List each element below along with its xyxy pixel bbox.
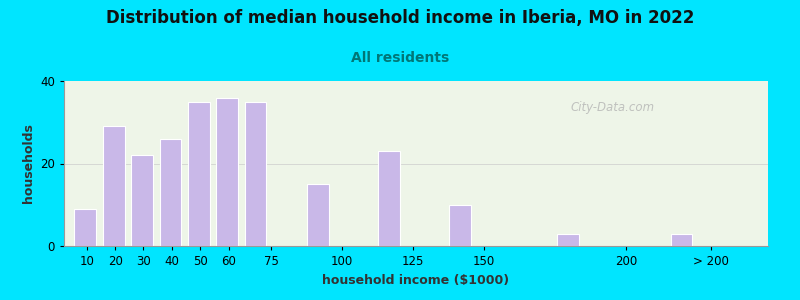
Y-axis label: households: households (22, 124, 34, 203)
Bar (216, 98, 238, 246)
Bar (103, 126, 125, 246)
Text: All residents: All residents (351, 51, 449, 65)
X-axis label: household income ($1000): household income ($1000) (322, 274, 510, 286)
Bar (449, 205, 471, 246)
Text: Distribution of median household income in Iberia, MO in 2022: Distribution of median household income … (106, 9, 694, 27)
Bar (245, 102, 266, 246)
Bar (188, 102, 210, 246)
Bar (670, 234, 692, 246)
Bar (378, 151, 400, 246)
Bar (557, 234, 578, 246)
Text: City-Data.com: City-Data.com (571, 101, 655, 114)
Bar (74, 209, 96, 246)
Bar (159, 139, 182, 246)
Bar (131, 155, 153, 246)
Bar (307, 184, 329, 246)
